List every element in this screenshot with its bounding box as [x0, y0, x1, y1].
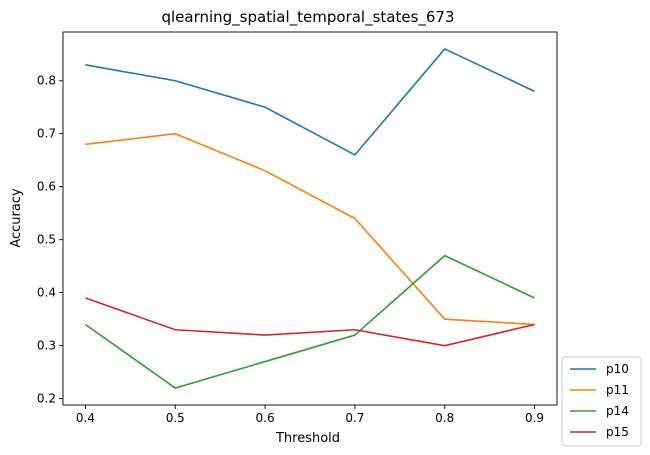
legend-label-p11: p11	[606, 383, 629, 397]
legend-label-p10: p10	[606, 362, 629, 376]
y-tick-label: 0.4	[37, 286, 56, 300]
series-line-p11	[85, 132, 535, 326]
y-tick-label: 0.8	[37, 74, 56, 88]
series-line-p15	[85, 297, 535, 347]
x-tick-label: 0.5	[166, 411, 185, 425]
legend-label-p14: p14	[606, 404, 629, 418]
y-tick-label: 0.6	[37, 180, 56, 194]
y-tick-label: 0.7	[37, 127, 56, 141]
y-tick-label: 0.2	[37, 392, 56, 406]
y-tick-label: 0.3	[37, 339, 56, 353]
chart-title: qlearning_spatial_temporal_states_673	[161, 8, 454, 27]
axes-frame	[62, 31, 558, 406]
x-tick-label: 0.4	[76, 411, 95, 425]
x-tick-label: 0.8	[435, 411, 454, 425]
series-line-p14	[84, 254, 535, 389]
x-axis-label: Threshold	[275, 431, 340, 446]
series-line-p10	[85, 48, 535, 156]
y-tick-label: 0.5	[37, 233, 56, 247]
plot-area: 0.4 0.5 0.6 0.7 0.8 0.9 0.2 0.3 0.4 0.5 0.6 0.7 0.8	[37, 31, 558, 425]
legend-label-p15: p15	[606, 425, 629, 439]
y-axis-label: Accuracy	[9, 188, 24, 248]
x-tick-label: 0.7	[345, 411, 364, 425]
legend-box	[561, 356, 642, 447]
x-tick-label: 0.9	[525, 411, 544, 425]
legend: p10 p11 p14 p15	[561, 356, 642, 447]
x-tick-label: 0.6	[256, 411, 275, 425]
